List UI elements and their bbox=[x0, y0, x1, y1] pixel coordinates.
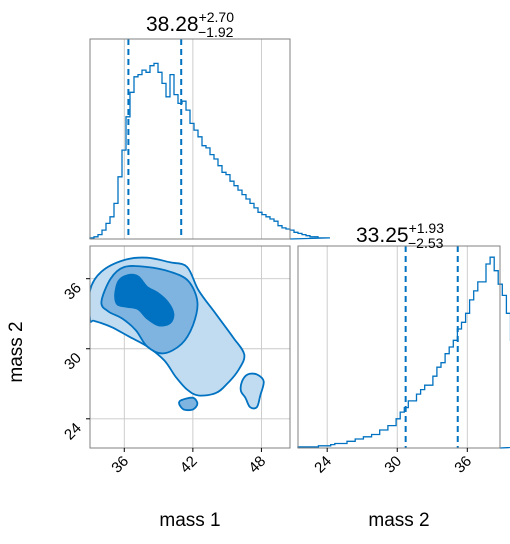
contour-levels bbox=[90, 256, 265, 412]
contour-y-tick-label-2: 36 bbox=[61, 280, 85, 304]
mass1-histogram-series bbox=[89, 62, 331, 240]
contour-x-ticks: 36 42 48 bbox=[108, 448, 269, 477]
contour-level-island-right bbox=[239, 372, 265, 410]
mass1-title: 38.28+2.70 −1.92 bbox=[146, 9, 234, 40]
contour-x-tick-label-0: 36 bbox=[108, 453, 132, 477]
mass2-upper-error: +1.93 bbox=[409, 220, 445, 236]
mass1-upper-error: +2.70 bbox=[199, 9, 235, 25]
mass2-histogram-x-ticks: 24 30 36 bbox=[311, 448, 475, 477]
mass2-histogram-frame bbox=[297, 245, 501, 449]
mass2-x-axis-label: mass 2 bbox=[368, 510, 429, 531]
contour-y-ticks: 24 30 36 bbox=[61, 278, 90, 444]
mass2-histogram-panel: 24 30 36 33.25+1.93 −2.53 mass 2 bbox=[297, 220, 510, 531]
mass2-x-tick-label-1: 30 bbox=[381, 453, 405, 477]
contour-x-tick-label-2: 48 bbox=[245, 453, 269, 477]
contour-x-axis-label: mass 1 bbox=[159, 510, 220, 531]
contour-x-tick-label-1: 42 bbox=[177, 453, 201, 477]
contour-y-tick-label-1: 30 bbox=[61, 350, 85, 374]
mass1-histogram-frame bbox=[89, 38, 291, 240]
contour-y-axis-label: mass 2 bbox=[6, 321, 27, 382]
mass2-median: 33.25 bbox=[356, 224, 409, 247]
mass2-x-tick-label-0: 24 bbox=[311, 453, 335, 477]
contour-level-inner bbox=[114, 273, 175, 327]
mass2-title: 33.25+1.93 −2.53 bbox=[356, 220, 444, 251]
contour-frame bbox=[89, 245, 291, 449]
mass1-quantile-lines bbox=[127, 39, 183, 239]
mass1-mass2-contour-panel: 36 42 48 24 30 36 mass 1 mass 2 bbox=[6, 245, 291, 531]
mass2-histogram-gridlines bbox=[326, 246, 468, 448]
mass1-histogram-gridlines bbox=[123, 39, 262, 239]
mass1-lower-error: −1.92 bbox=[198, 24, 234, 40]
contour-level-island-bottom bbox=[178, 396, 199, 412]
mass2-lower-error: −2.53 bbox=[408, 235, 444, 251]
mass2-histogram-series bbox=[297, 256, 510, 449]
mass2-x-tick-label-2: 36 bbox=[451, 453, 475, 477]
mass1-median: 38.28 bbox=[146, 13, 199, 36]
contour-y-tick-label-0: 24 bbox=[61, 420, 85, 444]
mass1-histogram-panel: 38.28+2.70 −1.92 bbox=[89, 9, 331, 240]
mass2-quantile-lines bbox=[404, 246, 459, 448]
